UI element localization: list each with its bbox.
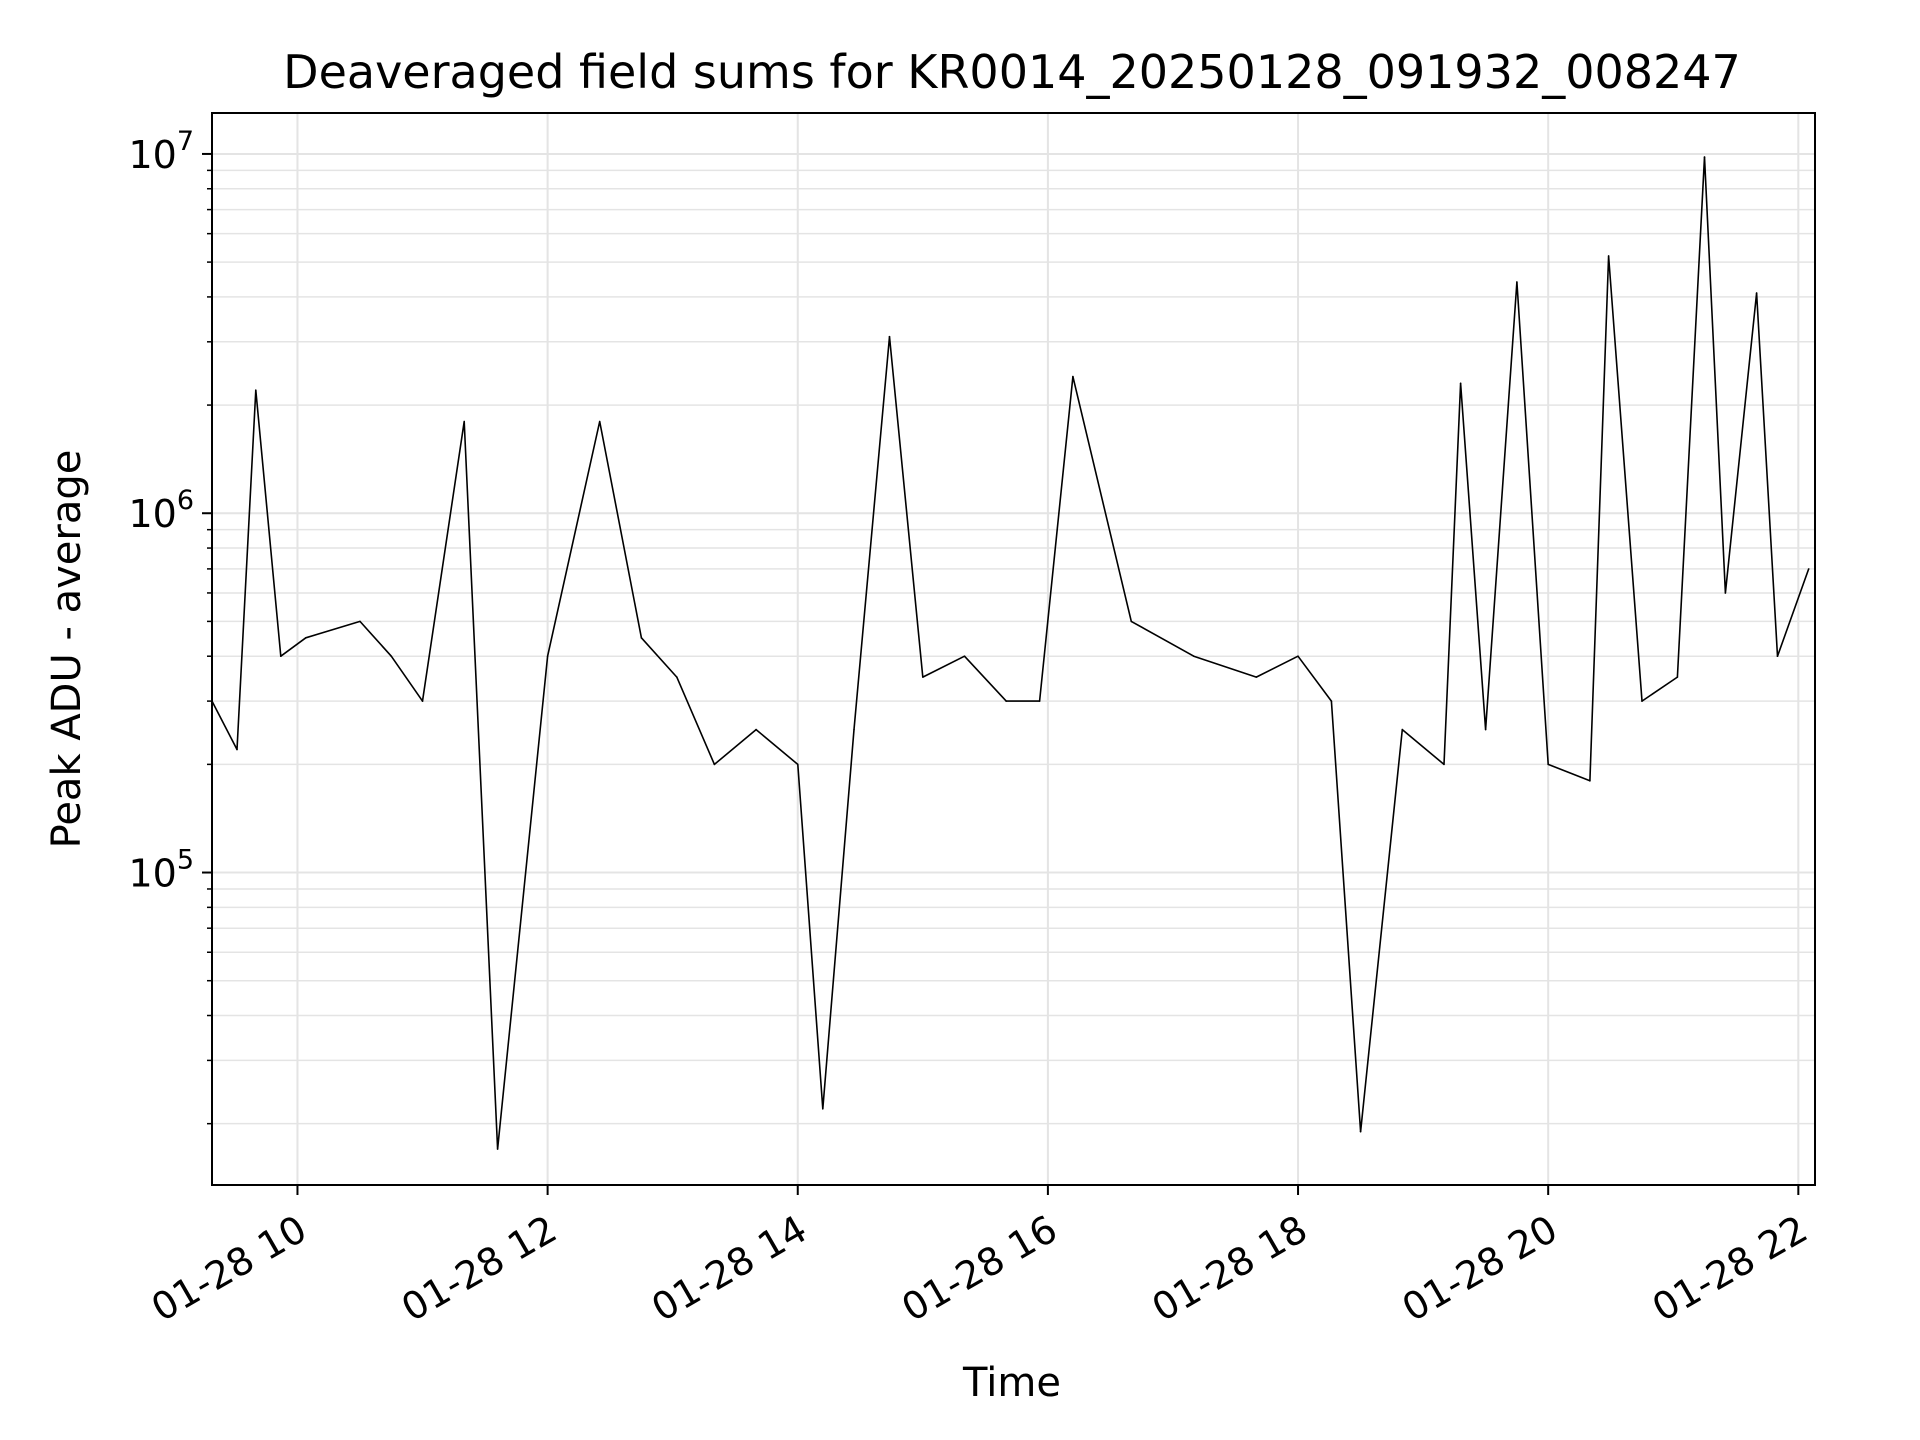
y-axis-label: Peak ADU - average (44, 450, 90, 849)
data-point (640, 637, 643, 639)
data-point (922, 676, 924, 678)
data-point (463, 420, 466, 423)
data-point (1776, 655, 1779, 658)
data-point (1724, 592, 1727, 594)
data-point (236, 748, 238, 751)
data-point (598, 420, 601, 423)
data-point (1459, 382, 1462, 385)
data-point (421, 700, 424, 702)
data-point (821, 1107, 824, 1110)
data-point (853, 728, 855, 731)
data-point (713, 763, 716, 766)
data-point (546, 655, 549, 658)
y-tick-label: 105 (128, 845, 194, 896)
y-tick-label: 107 (128, 126, 194, 177)
data-point (1297, 655, 1299, 658)
data-point (359, 620, 361, 623)
data-point (1641, 700, 1643, 702)
data-point (390, 655, 393, 658)
data-point (305, 637, 307, 639)
data-point (1193, 655, 1195, 658)
data-point (1401, 728, 1404, 731)
data-point (963, 655, 966, 658)
data-point (1516, 281, 1518, 283)
data-point (1130, 620, 1133, 623)
data-point (1547, 763, 1549, 766)
chart-title: Deaveraged field sums for KR0014_2025012… (283, 45, 1741, 99)
data-point (1005, 700, 1008, 702)
data-point (1330, 700, 1333, 702)
data-point (1443, 763, 1445, 766)
data-point (1038, 700, 1041, 702)
data-point (755, 728, 757, 731)
data-point (1484, 728, 1487, 731)
data-point (279, 655, 282, 658)
data-point (1072, 375, 1074, 378)
data-point (676, 676, 678, 678)
data-point (888, 335, 891, 338)
x-axis-label: Time (962, 1360, 1061, 1406)
data-point (1359, 1130, 1362, 1133)
data-point (496, 1148, 499, 1150)
data-point (1703, 156, 1706, 158)
data-point (1676, 676, 1679, 678)
data-point (796, 763, 799, 766)
data-point (1807, 568, 1810, 570)
data-point (1255, 676, 1258, 678)
data-point (1755, 292, 1758, 294)
data-point (1589, 780, 1591, 782)
series-line (211, 156, 1810, 1150)
y-tick-label: 106 (128, 485, 194, 536)
data-point (254, 389, 257, 392)
data-point (1607, 255, 1610, 257)
plot-frame (211, 112, 1816, 1186)
